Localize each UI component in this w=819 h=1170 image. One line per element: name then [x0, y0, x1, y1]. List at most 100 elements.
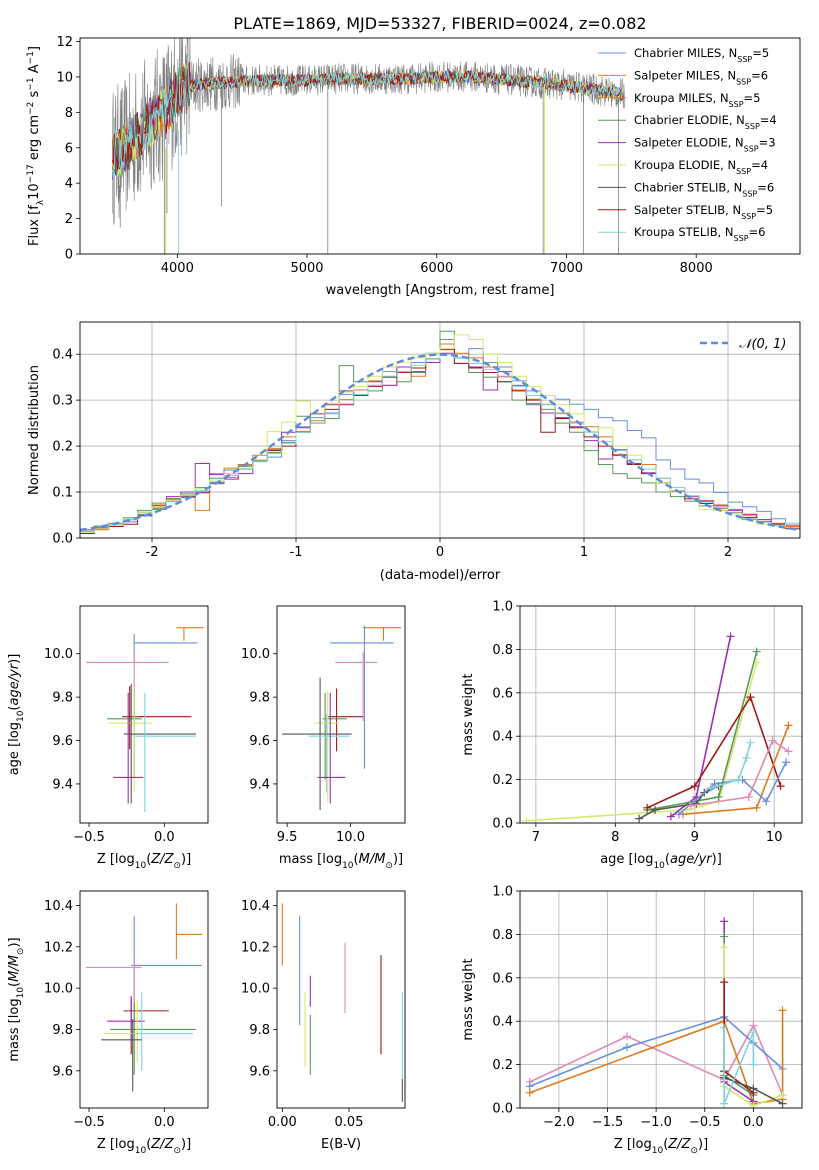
x-tick-label: −0.5 [689, 1115, 721, 1130]
weight-marker [720, 917, 729, 926]
y-tick-label: 9.6 [249, 1064, 270, 1079]
ebv-vs-mass-panel: 0.00 0.05 9.6 9.8 10.0 10.2 10.4 E(B-V) [241, 890, 406, 1152]
weight-line [646, 651, 758, 811]
y-tick-label: 0.0 [492, 1102, 513, 1117]
x-tick-label: −1.0 [640, 1115, 672, 1130]
weight-line [723, 1027, 755, 1105]
weight-marker [784, 721, 793, 730]
x-tick-label: 9 [691, 830, 699, 845]
x-tick-label: 0.0 [154, 830, 175, 845]
weight-marker [643, 803, 652, 812]
axes-frame [519, 605, 803, 824]
y-tick-label: 10.0 [241, 982, 270, 997]
y-tick-label: 0.8 [492, 643, 513, 658]
axes-frame [519, 890, 803, 1109]
weight-marker [720, 943, 729, 952]
mass-vs-age-panel: 9.5 10.0 9.4 9.6 9.8 10.0 mass [log10(M/M⊙)] [241, 605, 406, 871]
y-tick-label: 0.1 [52, 486, 73, 501]
weight-marker [622, 1032, 631, 1041]
weight-marker [749, 1028, 758, 1037]
x-tick-label: 6000 [420, 261, 453, 276]
weight-line [646, 695, 782, 809]
legend-label: Salpeter STELIB, NSSP=5 [634, 203, 773, 221]
x-axis-label: (data-model)/error [380, 568, 501, 583]
x-tick-label: −2.0 [543, 1115, 575, 1130]
weight-marker [720, 932, 729, 941]
x-tick-label: -2 [146, 545, 159, 560]
histogram-step [80, 353, 800, 538]
y-tick-label: 0.6 [492, 971, 513, 986]
weight-marker [762, 797, 771, 806]
y-tick-label: 0.0 [492, 817, 513, 832]
y-tick-label: 9.4 [52, 777, 73, 792]
x-tick-label: −0.5 [73, 830, 105, 845]
weight-marker [666, 812, 675, 821]
y-tick-label: 4 [65, 177, 73, 192]
weight-line [723, 982, 754, 1094]
weight-marker [752, 803, 761, 812]
weight-marker [686, 801, 695, 810]
legend-label: Chabrier STELIB, NSSP=6 [634, 180, 774, 198]
x-tick-label: 0.05 [335, 1115, 364, 1130]
x-axis-label: Z [log10(Z/Z⊙)] [97, 852, 191, 871]
x-tick-label: 2 [724, 545, 732, 560]
y-tick-label: 10 [56, 70, 73, 85]
x-tick-label: -1 [290, 545, 303, 560]
y-tick-label: 0.3 [52, 394, 73, 409]
weight-marker [622, 1043, 631, 1052]
y-tick-label: 1.0 [492, 885, 513, 900]
weight-marker [784, 747, 793, 756]
x-axis-label: Z [log10(Z/Z⊙)] [97, 1137, 191, 1156]
y-tick-label: 10.4 [241, 899, 270, 914]
y-tick-label: 9.8 [52, 691, 73, 706]
weight-marker [752, 647, 761, 656]
weight-marker [690, 782, 699, 791]
x-tick-label: 9.5 [277, 830, 298, 845]
x-tick-label: 7 [532, 830, 540, 845]
y-tick-label: 0.4 [52, 348, 73, 363]
plot-area [525, 917, 787, 1108]
axes-frame [79, 37, 801, 255]
data-spectrum-line [112, 38, 625, 225]
weight-marker [734, 775, 743, 784]
legend-label: Kroupa MILES, NSSP=5 [634, 91, 760, 109]
weight-marker [778, 1099, 787, 1108]
y-tick-label: 12 [56, 35, 73, 50]
plot-area [522, 632, 793, 823]
mass-weight-vs-age-panel: 7 8 9 10 0.0 0.2 0.4 0.6 0.8 1.0 age [log10(age/yr… [461, 600, 803, 871]
legend-label: Salpeter MILES, NSSP=6 [634, 68, 768, 86]
weight-marker [674, 810, 683, 819]
weight-marker [720, 1023, 729, 1032]
y-tick-label: 0.0 [52, 532, 73, 547]
y-tick-label: 6 [65, 141, 73, 156]
x-tick-label: 1 [580, 545, 588, 560]
plot-area [80, 330, 800, 538]
y-tick-label: 1.0 [492, 600, 513, 615]
y-tick-label: 0.4 [492, 1015, 513, 1030]
y-tick-label: 10.0 [44, 647, 73, 662]
y-tick-label: 9.8 [249, 1023, 270, 1038]
x-axis-label: mass [log10(M/M⊙)] [279, 852, 403, 871]
y-axis-label: age [log10(age/yr)] [7, 654, 26, 776]
mass-weight-vs-z-panel: −2.0 −1.5 −1.0 −0.5 0.0 0.0 0.2 0.4 0.6 0.8 1.0 Z [… [461, 885, 803, 1156]
weight-marker [776, 782, 785, 791]
weight-marker [742, 753, 751, 762]
x-axis-label: E(B-V) [321, 1137, 361, 1152]
axes-frame [79, 321, 801, 539]
plot-area [111, 38, 625, 254]
x-tick-label: 8000 [680, 261, 713, 276]
y-axis-label: mass weight [461, 673, 476, 755]
x-tick-label: 0.0 [743, 1115, 764, 1130]
legend-label: Chabrier ELODIE, NSSP=4 [634, 113, 777, 131]
y-tick-label: 0.8 [492, 928, 513, 943]
x-tick-label: 0.00 [268, 1115, 297, 1130]
y-tick-label: 9.6 [52, 1064, 73, 1079]
y-tick-label: 8 [65, 106, 73, 121]
weight-marker [525, 1088, 534, 1097]
plot-area [282, 625, 402, 810]
y-tick-label: 9.8 [52, 1023, 73, 1038]
weight-marker [749, 1060, 758, 1069]
y-axis-label: mass [log10(M/M⊙)] [7, 937, 26, 1061]
axes-frame [79, 605, 209, 824]
legend-label: Kroupa STELIB, NSSP=6 [634, 225, 765, 243]
